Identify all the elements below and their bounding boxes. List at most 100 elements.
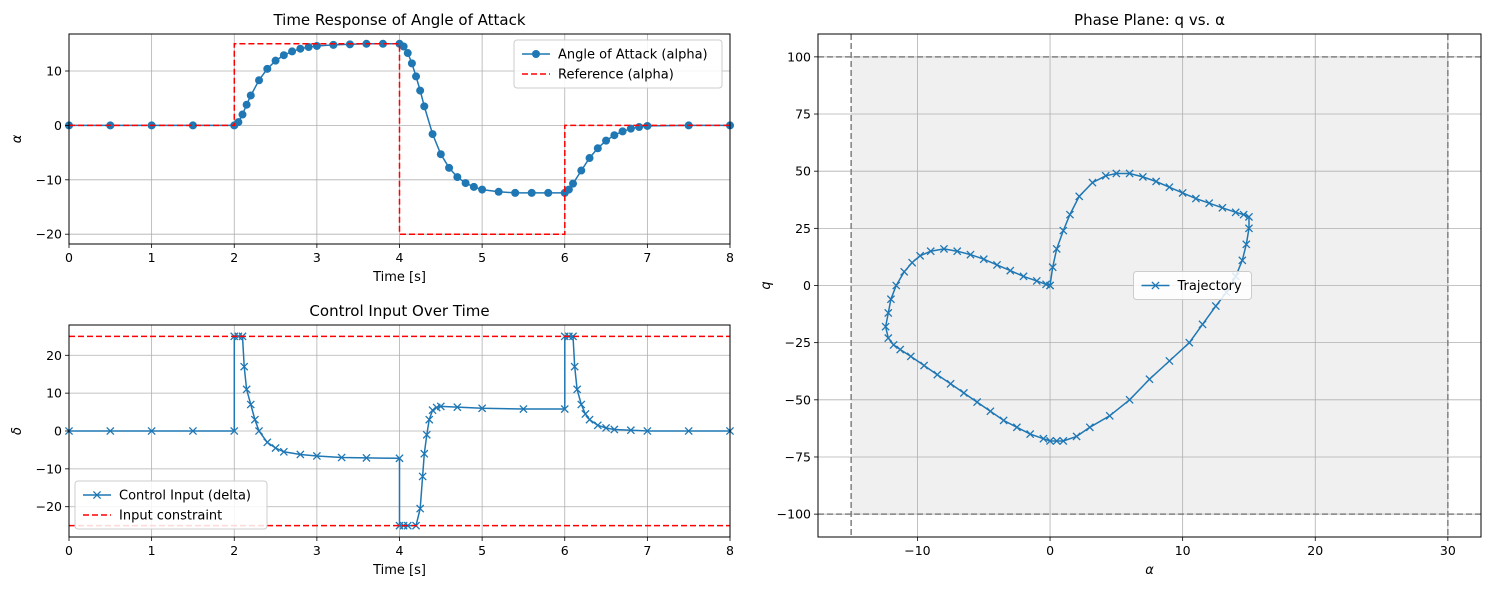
y-tick-label: −10: [36, 461, 62, 476]
data-point: [602, 136, 611, 145]
phase-legend: Trajectory: [1133, 271, 1252, 300]
delta-x-axis-label: Time [s]: [372, 563, 426, 578]
x-tick-label: 4: [396, 250, 404, 265]
x-tick-label: 0: [65, 543, 73, 558]
data-point: [889, 340, 898, 350]
data-point: [395, 454, 404, 463]
data-point: [1075, 192, 1084, 201]
data-point: [279, 447, 288, 456]
data-point: [445, 163, 454, 172]
phase-series-layer: [818, 34, 1481, 537]
x-tick-label: 0: [65, 250, 73, 265]
data-point: [1112, 169, 1121, 178]
data-point: [581, 409, 590, 419]
y-tick-label: −25: [785, 335, 811, 350]
data-point: [461, 179, 470, 188]
data-point: [246, 400, 255, 409]
data-point: [494, 187, 503, 196]
data-point: [1105, 411, 1114, 420]
data-point: [511, 188, 520, 197]
data-point: [593, 421, 602, 430]
data-point: [1059, 436, 1068, 446]
data-point: [577, 166, 586, 175]
data-point: [238, 110, 247, 119]
data-point: [1185, 338, 1194, 347]
x-tick-label: 8: [726, 250, 734, 265]
data-point: [1218, 203, 1227, 212]
alpha-chart-title: Time Response of Angle of Attack: [272, 11, 525, 29]
data-point: [560, 404, 569, 414]
x-tick-label: 2: [230, 250, 238, 265]
x-tick-label: 7: [643, 250, 651, 265]
x-tick-label: 5: [478, 250, 486, 265]
data-point: [1239, 210, 1248, 219]
x-tick-label: 1: [148, 250, 156, 265]
data-point: [1026, 430, 1035, 439]
data-point: [288, 47, 297, 56]
x-tick-label: 3: [313, 543, 321, 558]
data-point: [420, 449, 429, 458]
data-point: [1165, 356, 1174, 366]
data-point: [188, 121, 197, 130]
data-point: [428, 130, 437, 139]
data-point: [1012, 423, 1021, 432]
data-point: [271, 56, 280, 65]
data-point: [881, 322, 890, 331]
data-point: [242, 385, 251, 394]
data-point: [263, 64, 272, 73]
data-point: [1125, 395, 1134, 404]
data-point: [1191, 194, 1200, 203]
y-tick-label: −20: [36, 499, 62, 514]
data-point: [296, 44, 305, 53]
y-tick-label: 75: [795, 107, 811, 122]
data-point: [254, 426, 264, 436]
legend-label: Reference (alpha): [558, 68, 674, 83]
x-tick-label: 5: [478, 543, 486, 558]
data-point: [916, 251, 925, 260]
data-point: [1178, 188, 1187, 197]
y-tick-label: 10: [46, 63, 62, 78]
data-point: [263, 438, 272, 447]
data-point: [425, 415, 434, 424]
legend-label: Control Input (delta): [119, 489, 251, 504]
alpha-x-axis-label: Time [s]: [372, 270, 426, 285]
data-point: [1205, 199, 1214, 208]
x-tick-label: 0: [1046, 543, 1054, 558]
legend-box: [513, 39, 723, 89]
data-point: [1019, 272, 1028, 281]
legend-label: Trajectory: [1177, 279, 1242, 294]
legend-marker: [532, 50, 540, 58]
data-point: [527, 188, 536, 197]
data-point: [230, 426, 239, 436]
data-point: [643, 426, 652, 436]
data-point: [908, 258, 917, 267]
data-point: [422, 430, 431, 439]
x-tick-label: 4: [396, 543, 404, 558]
data-point: [1065, 210, 1074, 219]
delta-ticks: 0 1 2 3 4 5 6 7 8 −20 −10 0 10 20: [36, 348, 734, 558]
y-tick-label: 0: [54, 118, 62, 133]
data-point: [453, 173, 462, 182]
phase-y-axis-label: q: [759, 281, 774, 289]
reference-line: [69, 43, 730, 235]
data-point: [378, 39, 387, 48]
series-line: [69, 335, 730, 527]
data-point: [635, 123, 644, 132]
data-point: [939, 244, 949, 253]
y-tick-label: 10: [46, 386, 62, 401]
data-point: [403, 49, 412, 58]
data-point: [1242, 240, 1251, 249]
data-point: [407, 59, 416, 68]
data-point: [416, 86, 425, 95]
data-point: [1145, 375, 1154, 384]
y-tick-label: 0: [54, 424, 62, 439]
data-point: [1138, 172, 1147, 181]
data-point: [453, 403, 462, 412]
x-tick-label: 6: [561, 543, 569, 558]
data-point: [329, 40, 338, 49]
data-point: [906, 352, 915, 361]
data-point: [240, 362, 249, 371]
x-tick-label: 2: [230, 543, 238, 558]
